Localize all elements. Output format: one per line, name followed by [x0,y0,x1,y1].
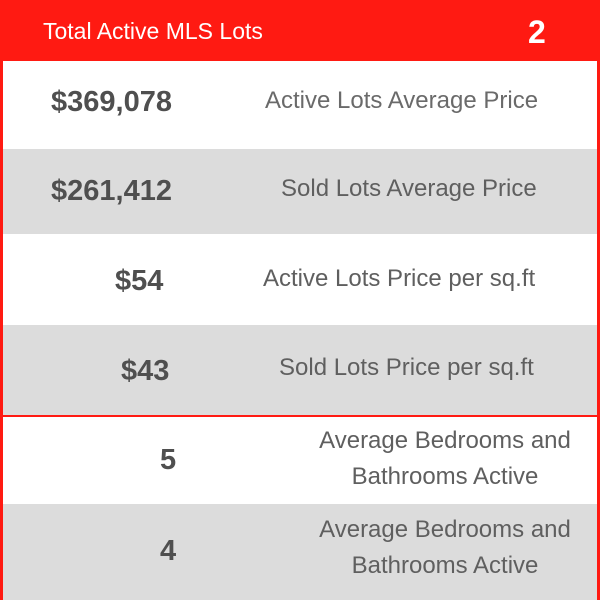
stat-value: 5 [160,444,177,476]
stat-row-active-avg-price: $369,078 Active Lots Average Price [3,61,597,149]
stat-label: Average Bedrooms and Bathrooms Active [319,427,571,490]
stat-row-sold-price-sqft: $43 Sold Lots Price per sq.ft [3,325,597,415]
stat-value: $369,078 [51,86,172,118]
stat-row-sold-avg-price: $261,412 Sold Lots Average Price [3,149,597,234]
stat-label: Active Lots Price per sq.ft [263,265,536,292]
stat-row-active-price-sqft: $54 Active Lots Price per sq.ft [3,234,597,325]
stat-value: $261,412 [51,175,172,207]
stat-label: Sold Lots Average Price [281,175,537,202]
stats-table: $369,078 Active Lots Average Price $261,… [3,61,597,600]
stat-label: Active Lots Average Price [265,87,539,114]
stat-value: $43 [121,355,170,387]
stat-value: 4 [160,535,177,567]
stat-label: Average Bedrooms and Bathrooms Active [319,516,571,579]
stat-label: Sold Lots Price per sq.ft [279,354,534,381]
header-title: Total Active MLS Lots [43,18,263,44]
stats-header: Total Active MLS Lots 2 [0,0,600,61]
section-divider [3,415,597,417]
stat-row-avg-bed-bath-active: 5 Average Bedrooms and Bathrooms Active [3,417,597,504]
header-count: 2 [528,14,546,50]
stat-row-avg-bed-bath-active-2: 4 Average Bedrooms and Bathrooms Active [3,504,597,600]
stat-value: $54 [115,265,164,297]
